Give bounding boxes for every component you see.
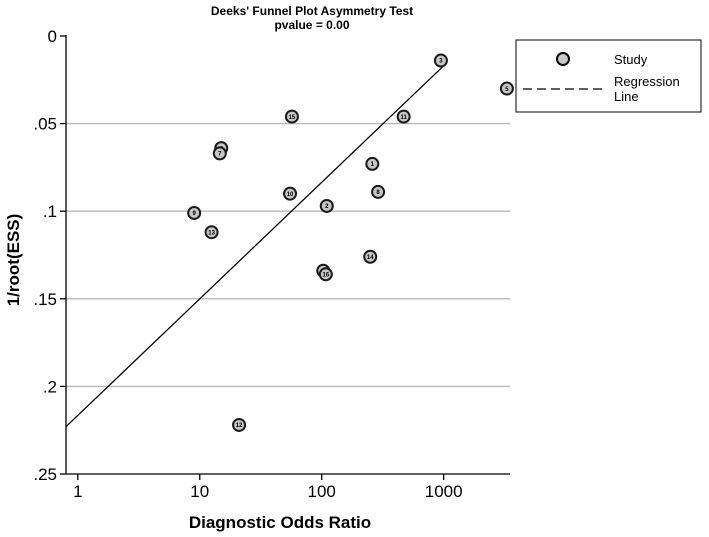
study-point-marker <box>499 81 514 96</box>
study-point-12: 12 <box>232 417 247 432</box>
study-point-marker <box>283 186 298 201</box>
legend-regression-label: Regression Line <box>614 74 683 104</box>
y-tick-label-0: 0 <box>48 27 57 46</box>
x-tick-label-2: 100 <box>308 482 336 501</box>
study-point-9: 9 <box>187 205 202 220</box>
study-point-8: 8 <box>371 184 386 199</box>
study-point-label: 1 <box>371 162 375 168</box>
legend-study-label: Study <box>614 52 648 67</box>
study-point-label: 11 <box>400 115 407 121</box>
study-point-7: 7 <box>212 146 227 161</box>
legend-study-marker <box>556 52 570 66</box>
y-tick-label-3: .15 <box>33 290 57 309</box>
study-point-label: 5 <box>505 87 509 93</box>
study-point-label: 9 <box>193 211 197 217</box>
study-point-label: 8 <box>376 190 380 196</box>
study-point-10: 10 <box>283 186 298 201</box>
study-point-3: 3 <box>433 53 448 68</box>
study-point-14: 14 <box>363 249 378 264</box>
study-point-label: 14 <box>367 255 374 261</box>
study-point-label: 7 <box>218 152 222 158</box>
legend-regression-label-line-2: Line <box>614 89 639 104</box>
study-point-2: 2 <box>319 198 334 213</box>
study-point-marker <box>284 109 299 124</box>
study-point-11: 11 <box>396 109 411 124</box>
study-point-label: 16 <box>322 272 329 278</box>
study-point-marker <box>187 205 202 220</box>
regression-line-layer <box>65 65 445 428</box>
study-point-marker <box>319 198 334 213</box>
y-tick-label-4: .2 <box>43 377 57 396</box>
plot-frame <box>65 35 510 475</box>
x-tick-label-1: 10 <box>190 482 209 501</box>
study-point-label: 2 <box>325 204 329 210</box>
legend-box <box>515 39 702 113</box>
study-point-label: 13 <box>208 230 215 236</box>
x-tick-label-3: 1000 <box>425 482 463 501</box>
legend: Study Regression Line <box>515 39 702 113</box>
study-point-15: 15 <box>284 109 299 124</box>
study-point-5: 5 <box>499 81 514 96</box>
regression-line <box>65 65 445 428</box>
x-tick-label-0: 1 <box>73 482 82 501</box>
study-point-13: 13 <box>204 225 219 240</box>
y-axis-ticks: 0 .05 .1 .15 .2 .25 <box>33 27 66 484</box>
study-point-label: 10 <box>287 192 294 198</box>
legend-regression-label-line-1: Regression <box>614 74 680 89</box>
study-point-1: 1 <box>365 156 380 171</box>
study-point-marker <box>318 267 333 282</box>
study-point-marker <box>204 225 219 240</box>
x-axis-ticks: 1 10 100 1000 <box>73 474 463 501</box>
study-points: 35111567181029131441612 <box>187 53 514 432</box>
study-point-marker <box>363 249 378 264</box>
study-point-16: 16 <box>318 267 333 282</box>
x-axis-label: Diagnostic Odds Ratio <box>189 513 371 532</box>
study-point-label: 3 <box>439 59 443 65</box>
study-point-label: 15 <box>289 115 296 121</box>
chart-title: Deeks' Funnel Plot Asymmetry Test <box>211 4 413 18</box>
grid-lines <box>66 122 510 388</box>
y-axis-label: 1/root(ESS) <box>4 214 23 307</box>
study-point-marker <box>433 53 448 68</box>
y-tick-label-1: .05 <box>33 115 57 134</box>
y-tick-label-5: .25 <box>33 465 57 484</box>
study-point-marker <box>232 417 247 432</box>
chart-subtitle: pvalue = 0.00 <box>274 18 349 32</box>
study-point-marker <box>365 156 380 171</box>
y-tick-label-2: .1 <box>43 202 57 221</box>
study-point-marker <box>396 109 411 124</box>
study-point-marker <box>371 184 386 199</box>
study-point-label: 12 <box>236 423 243 429</box>
study-point-marker <box>212 146 227 161</box>
